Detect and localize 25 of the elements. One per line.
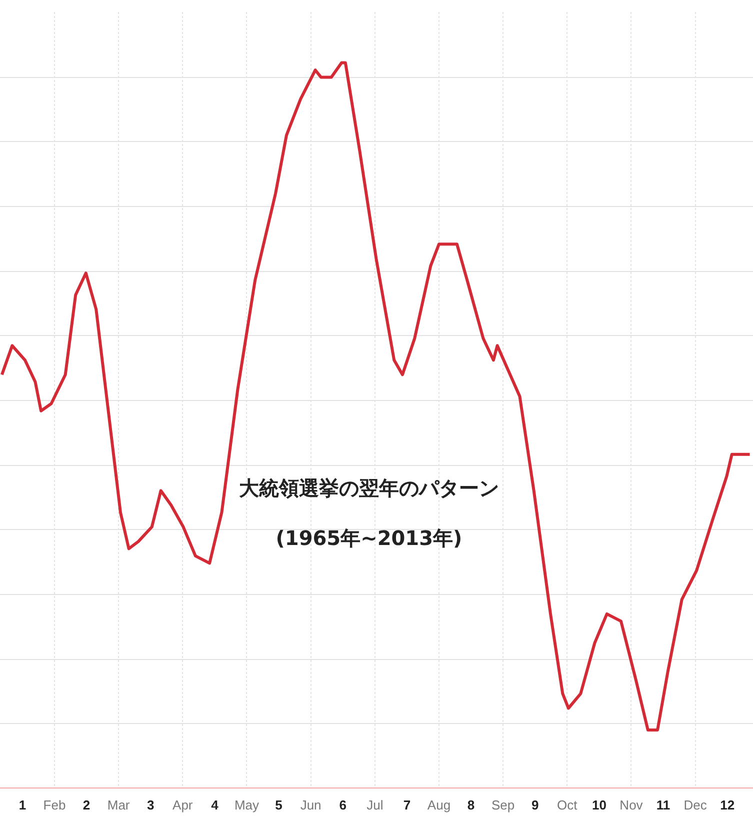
x-tick-label: 6 <box>339 798 346 813</box>
x-tick-label: 1 <box>18 798 26 813</box>
x-tick-label: Apr <box>172 798 194 813</box>
annotation: (1965年~2013年) <box>276 526 462 550</box>
x-tick-label: 12 <box>720 798 735 813</box>
x-tick-label: 9 <box>531 798 539 813</box>
x-tick-label: Dec <box>684 798 708 813</box>
x-tick-label: Mar <box>107 798 130 813</box>
x-tick-label: Sep <box>492 798 515 813</box>
x-tick-label: Jun <box>300 798 322 813</box>
annotation: 大統領選挙の翌年のパターン <box>238 476 499 500</box>
x-tick-label: 3 <box>146 798 154 813</box>
x-tick-label: 5 <box>275 798 282 813</box>
x-tick-label: Nov <box>620 798 644 813</box>
x-tick-label: 8 <box>467 798 475 813</box>
x-tick-label: 4 <box>211 798 220 813</box>
x-tick-label: 7 <box>403 798 411 813</box>
x-tick-label: 2 <box>82 798 90 813</box>
x-tick-label: Aug <box>427 798 451 813</box>
x-tick-label: Oct <box>557 798 578 813</box>
x-tick-label: 10 <box>592 798 606 813</box>
x-tick-label: 11 <box>656 798 670 813</box>
x-tick-label: Jul <box>366 798 384 813</box>
x-tick-label: Feb <box>43 798 66 813</box>
x-tick-label: May <box>234 798 260 813</box>
